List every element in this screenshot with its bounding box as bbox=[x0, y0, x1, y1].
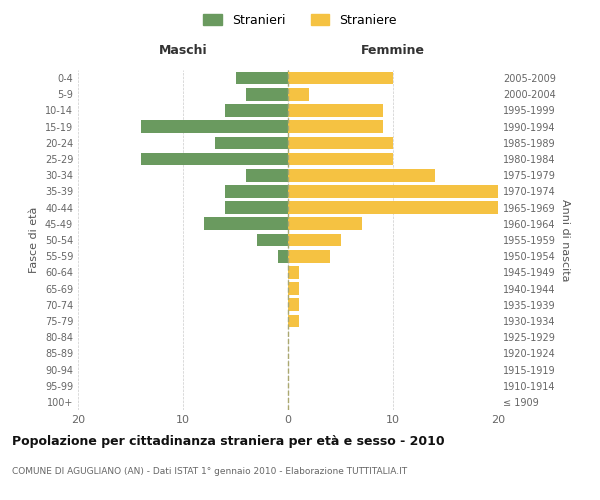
Y-axis label: Fasce di età: Fasce di età bbox=[29, 207, 39, 273]
Bar bbox=[288, 266, 299, 278]
Bar bbox=[288, 282, 299, 295]
Bar bbox=[288, 88, 309, 101]
Bar bbox=[225, 202, 288, 214]
Bar bbox=[288, 314, 299, 328]
Bar bbox=[288, 234, 341, 246]
Bar bbox=[288, 120, 383, 133]
Bar bbox=[277, 250, 288, 262]
Text: Popolazione per cittadinanza straniera per età e sesso - 2010: Popolazione per cittadinanza straniera p… bbox=[12, 435, 445, 448]
Bar bbox=[257, 234, 288, 246]
Bar bbox=[288, 218, 361, 230]
Bar bbox=[288, 169, 435, 181]
Bar bbox=[225, 185, 288, 198]
Bar bbox=[246, 88, 288, 101]
Bar bbox=[204, 218, 288, 230]
Bar bbox=[235, 72, 288, 85]
Text: COMUNE DI AGUGLIANO (AN) - Dati ISTAT 1° gennaio 2010 - Elaborazione TUTTITALIA.: COMUNE DI AGUGLIANO (AN) - Dati ISTAT 1°… bbox=[12, 468, 407, 476]
Bar bbox=[225, 104, 288, 117]
Text: Femmine: Femmine bbox=[361, 44, 425, 57]
Bar bbox=[288, 72, 393, 85]
Bar bbox=[141, 152, 288, 166]
Bar bbox=[288, 104, 383, 117]
Bar bbox=[141, 120, 288, 133]
Bar bbox=[246, 169, 288, 181]
Text: Maschi: Maschi bbox=[158, 44, 208, 57]
Bar bbox=[288, 185, 498, 198]
Legend: Stranieri, Straniere: Stranieri, Straniere bbox=[198, 8, 402, 32]
Bar bbox=[288, 136, 393, 149]
Bar bbox=[215, 136, 288, 149]
Bar bbox=[288, 152, 393, 166]
Bar bbox=[288, 202, 498, 214]
Bar bbox=[288, 298, 299, 311]
Bar bbox=[288, 250, 330, 262]
Y-axis label: Anni di nascita: Anni di nascita bbox=[560, 198, 569, 281]
